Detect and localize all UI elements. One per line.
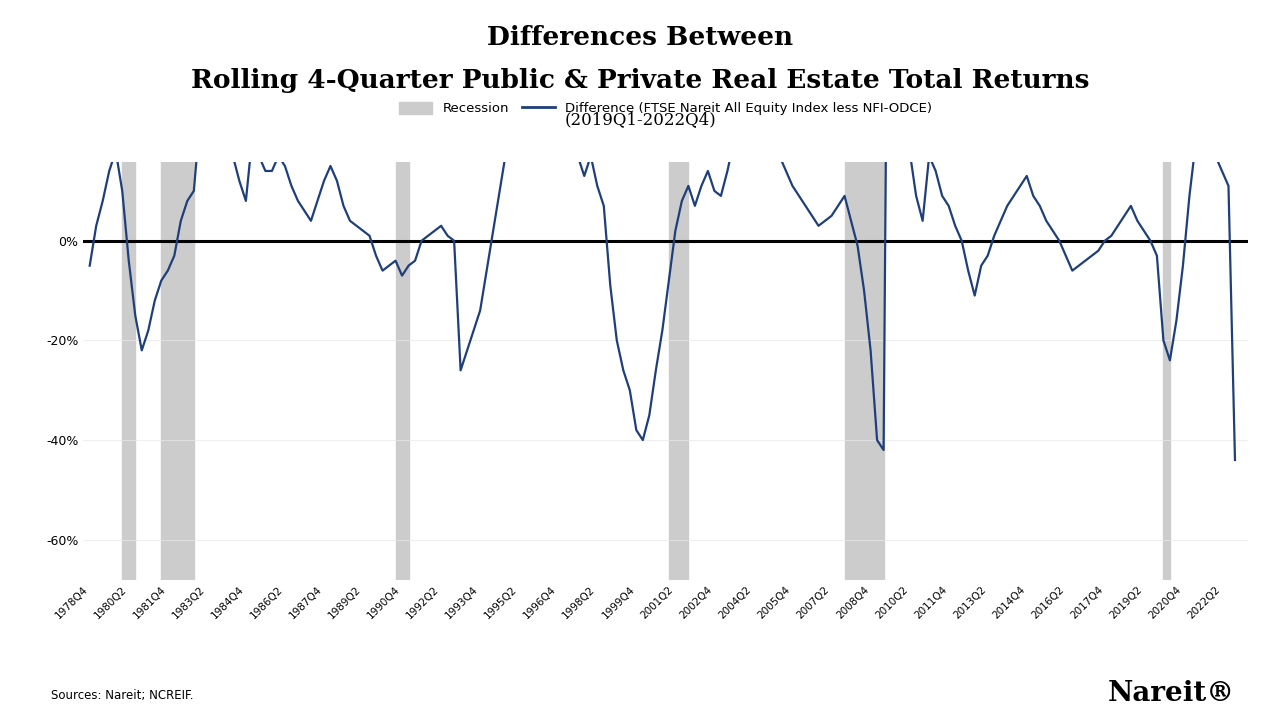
Bar bbox=[161, 162, 193, 580]
Text: Nareit®: Nareit® bbox=[1108, 680, 1235, 707]
Bar bbox=[1164, 162, 1170, 580]
Bar bbox=[123, 162, 136, 580]
Text: (2019Q1-2022Q4): (2019Q1-2022Q4) bbox=[564, 112, 716, 129]
Text: Differences Between: Differences Between bbox=[486, 25, 794, 50]
Legend: Recession, Difference (FTSE Nareit All Equity Index less NFI-ODCE): Recession, Difference (FTSE Nareit All E… bbox=[398, 102, 933, 115]
Text: Rolling 4-Quarter Public & Private Real Estate Total Returns: Rolling 4-Quarter Public & Private Real … bbox=[191, 68, 1089, 94]
Bar bbox=[396, 162, 408, 580]
Text: Sources: Nareit; NCREIF.: Sources: Nareit; NCREIF. bbox=[51, 689, 193, 702]
Bar bbox=[845, 162, 883, 580]
Bar bbox=[669, 162, 689, 580]
